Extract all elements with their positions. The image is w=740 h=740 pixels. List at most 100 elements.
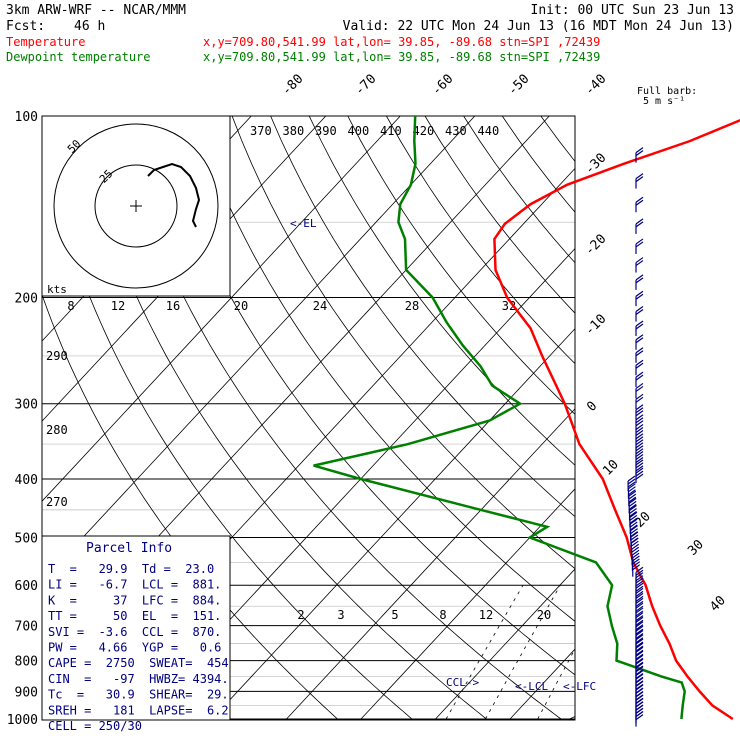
theta-label: 390 — [315, 124, 337, 138]
temperature-legend: Temperature — [6, 35, 85, 49]
dry-adiabat — [347, 116, 575, 415]
dry-adiabat — [270, 116, 575, 518]
parcel-info-row: SVI = -3.6 CCL = 870. — [48, 625, 221, 639]
dry-adiabat — [115, 116, 562, 720]
parcel-info-row: TT = 50 EL = 151. — [48, 609, 221, 623]
dry-adiabat — [734, 116, 740, 719]
mixing-ratio-lower-label: 12 — [479, 608, 493, 622]
lcl-marker: <-LCL — [515, 680, 548, 693]
dry-adiabat — [657, 116, 740, 719]
parcel-info-row: CELL = 250/30 — [48, 719, 142, 733]
hodograph-trace — [147, 162, 201, 228]
wind-barb — [635, 290, 644, 307]
mixing-ratio-line — [485, 585, 561, 720]
wind-barb — [628, 504, 637, 521]
pressure-label: 300 — [15, 398, 38, 413]
mixing-ratio-lower-label: 20 — [537, 608, 551, 622]
wind-barb — [635, 257, 644, 273]
temperature-profile — [493, 118, 740, 721]
temperature-tick: 0 — [584, 399, 600, 415]
init-time: Init: 00 UTC Sun 23 Jun 13 — [531, 3, 735, 18]
wind-barb — [635, 423, 644, 440]
forecast-hours: 46 h — [74, 19, 105, 34]
dewpoint-profile — [313, 115, 686, 720]
wind-barb — [635, 382, 644, 399]
wind-barb — [627, 475, 636, 491]
pressure-label: 1000 — [7, 713, 38, 728]
pressure-label: 600 — [15, 579, 38, 594]
wind-barb — [635, 442, 644, 458]
wind-barb — [635, 347, 644, 363]
isotherm — [659, 116, 740, 719]
isotherm — [211, 328, 575, 720]
wind-barb-unit: 5 m s⁻¹ — [643, 96, 685, 107]
moist-adiabat — [659, 298, 740, 720]
mixing-ratio-label: 12 — [111, 299, 125, 313]
pressure-label: 100 — [15, 110, 38, 125]
wind-barb — [635, 334, 644, 350]
mixing-ratio-lower-label: 3 — [337, 608, 344, 622]
wind-barb — [629, 511, 638, 528]
parcel-info-row: K = 37 LFC = 884. — [48, 593, 221, 607]
isotherm — [42, 116, 327, 422]
temperature-location: x,y=709.80,541.99 lat,lon= 39.85, -89.68… — [203, 35, 600, 49]
ccl-marker: CCL-> — [446, 676, 479, 689]
theta-label: 400 — [348, 124, 370, 138]
theta-left-label: 270 — [46, 495, 68, 509]
hodograph-unit: kts — [47, 283, 67, 296]
isotherm — [360, 488, 575, 720]
dry-adiabat — [77, 116, 487, 720]
mixing-ratio-lower-label: 2 — [297, 608, 304, 622]
wind-barb — [635, 306, 644, 322]
dry-adiabat — [386, 116, 575, 365]
mixing-ratio-lower-label: 5 — [391, 608, 398, 622]
temperature-tick: -60 — [429, 72, 456, 99]
wind-barb — [635, 433, 644, 449]
dry-adiabat — [42, 129, 413, 720]
wind-barb — [635, 238, 644, 254]
mixing-ratio-label: 16 — [166, 299, 180, 313]
wind-barb — [635, 451, 644, 467]
wind-barb — [635, 218, 644, 234]
isotherm — [286, 408, 575, 720]
mixing-ratio-label: 20 — [234, 299, 248, 313]
moist-adiabat — [719, 298, 740, 720]
parcel-info-row: Tc = 30.9 SHEAR= 29. — [48, 688, 229, 702]
isotherm — [42, 116, 476, 582]
wind-barb — [635, 320, 644, 337]
theta-label: 380 — [283, 124, 305, 138]
pressure-label: 500 — [15, 531, 38, 546]
temperature-tick: -80 — [279, 72, 306, 99]
moist-adiabat — [629, 298, 740, 720]
wind-barb — [632, 561, 641, 577]
mixing-ratio-line — [588, 585, 657, 719]
wind-barb — [628, 490, 637, 507]
wind-barb — [635, 196, 644, 213]
wind-barb — [635, 359, 644, 376]
parcel-info-row: T = 29.9 Td = 23.0 — [48, 562, 214, 576]
forecast-label: Fcst: — [6, 19, 45, 34]
temperature-tick: -20 — [582, 232, 609, 259]
parcel-info-row: CAPE = 2750 SWEAT= 454 — [48, 656, 229, 670]
pressure-label: 800 — [15, 655, 38, 670]
wind-barb-title: Full barb: — [637, 86, 697, 97]
theta-left-label: 280 — [46, 423, 68, 437]
lfc-marker: <-LFC — [563, 680, 596, 693]
wind-barb — [635, 467, 644, 484]
mixing-ratio-label: 28 — [405, 299, 419, 313]
mixing-ratio-label: 8 — [67, 299, 74, 313]
moist-adiabat — [569, 716, 575, 720]
wind-barbs — [627, 147, 644, 727]
wind-barb — [635, 274, 644, 290]
pressure-label: 200 — [15, 292, 38, 307]
dewpoint-legend: Dewpoint temperature — [6, 50, 151, 64]
dry-adiabat — [231, 116, 575, 570]
moist-adiabat — [689, 298, 740, 720]
mixing-ratio-label: 24 — [313, 299, 327, 313]
parcel-info-row: SREH = 181 LAPSE= 6.2 — [48, 703, 229, 717]
pressure-label: 700 — [15, 620, 38, 635]
valid-time: Valid: 22 UTC Mon 24 Jun 13 (16 MDT Mon … — [343, 19, 734, 34]
mixing-ratio-label: 32 — [502, 299, 516, 313]
moist-adiabat — [599, 298, 740, 720]
dry-adiabat — [154, 116, 575, 676]
